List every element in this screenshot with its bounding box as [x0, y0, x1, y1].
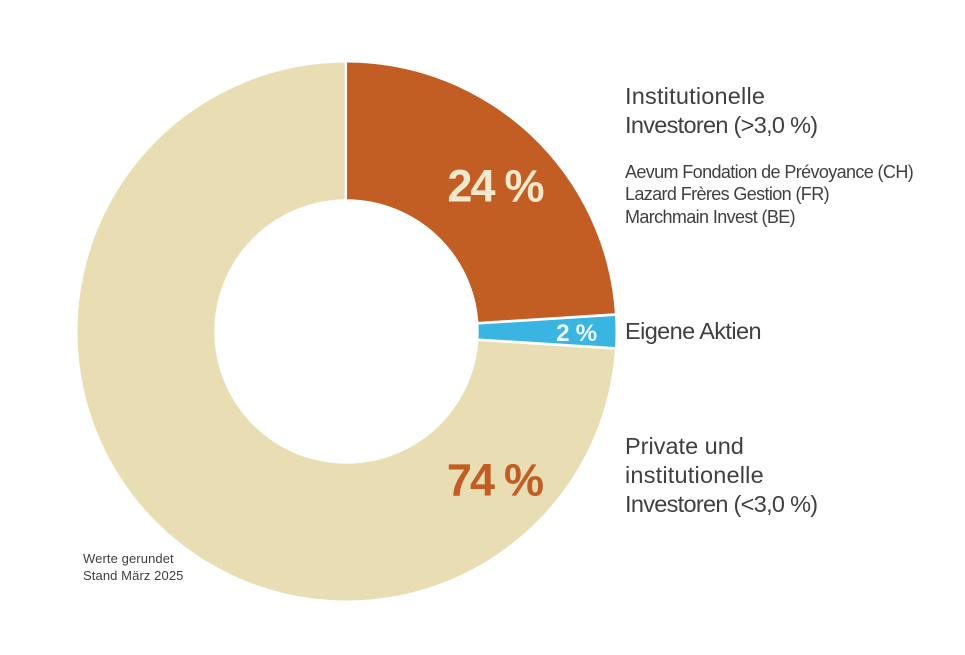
svg-text:24 %: 24 %: [447, 161, 543, 212]
svg-text:2 %: 2 %: [556, 320, 597, 347]
svg-text:74 %: 74 %: [447, 455, 543, 506]
